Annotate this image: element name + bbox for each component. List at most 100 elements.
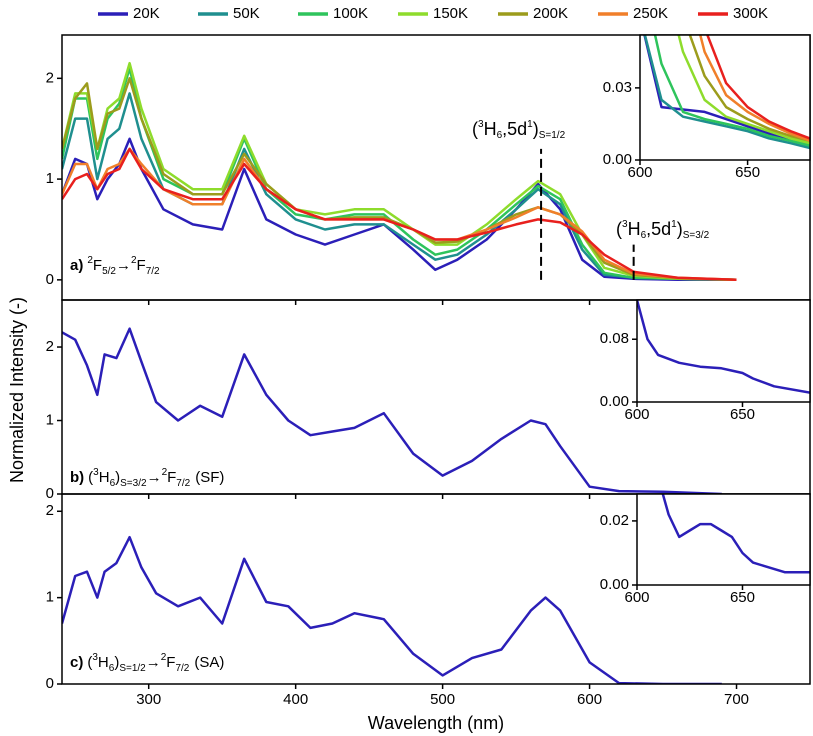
y-tick-label: 2: [46, 69, 54, 86]
text: F: [137, 257, 146, 274]
text: F: [93, 257, 102, 274]
y-tick-label: 0: [46, 271, 54, 288]
text: (: [88, 469, 93, 486]
sub: 6: [109, 663, 115, 674]
x-tick-label: 300: [136, 691, 161, 708]
panel-label: a) 2F5/2→2F7/2: [70, 255, 160, 277]
sub: 6: [110, 478, 116, 489]
sup: 3: [478, 119, 484, 130]
data-line: [706, 35, 810, 140]
sub: S=3/2: [683, 230, 710, 241]
y-tick-label: 0.00: [600, 393, 629, 410]
sub: 7/2: [176, 478, 190, 489]
sup: 3: [92, 652, 98, 663]
sup: 2: [131, 255, 137, 266]
x-tick-label: 650: [730, 589, 755, 606]
text: H: [98, 654, 109, 671]
plot-frame: [636, 493, 811, 586]
y-axis-label: Normalized Intensity (-): [7, 297, 27, 483]
text: →: [116, 257, 131, 274]
data-line: [62, 327, 722, 494]
y-tick-label: 0.03: [603, 79, 632, 96]
data-line: [62, 61, 737, 282]
y-tick-label: 0.00: [603, 151, 632, 168]
sup: 2: [87, 255, 93, 266]
y-tick-label: 0.02: [600, 512, 629, 529]
y-tick-label: 0: [46, 485, 54, 502]
y-tick-label: 2: [46, 338, 54, 355]
sup: 3: [622, 219, 628, 230]
data-line: [643, 35, 810, 150]
sup: 2: [162, 467, 168, 478]
x-tick-label: 600: [627, 164, 652, 181]
legend-label: 250K: [633, 5, 668, 22]
panel-label: b) (3H6)S=3/2→2F7/2 (SF): [70, 467, 224, 489]
y-tick-label: 0: [46, 675, 54, 692]
panel-letter: c): [70, 654, 83, 671]
data-line: [688, 35, 810, 143]
annotation: (3H6,5d1)S=1/2: [472, 119, 566, 141]
panel-letter: a): [70, 257, 83, 274]
sub: 6: [497, 130, 503, 141]
data-line: [698, 35, 810, 142]
sup: 1: [527, 119, 533, 130]
data-line: [637, 300, 810, 394]
x-tick-label: 650: [735, 164, 760, 181]
text: H: [628, 219, 641, 239]
text: ): [115, 469, 120, 486]
text: ): [114, 654, 119, 671]
text: ): [533, 119, 539, 139]
legend-label: 200K: [533, 5, 568, 22]
x-tick-label: 600: [577, 691, 602, 708]
plot-frame: [636, 299, 811, 403]
sub: 7/2: [146, 266, 160, 277]
y-tick-label: 0.00: [600, 576, 629, 593]
legend-label: 20K: [133, 5, 160, 22]
text: (: [616, 219, 622, 239]
y-tick-label: 1: [46, 411, 54, 428]
text: →: [146, 654, 161, 671]
sup: 3: [93, 467, 99, 478]
text: (: [472, 119, 478, 139]
y-tick-label: 1: [46, 170, 54, 187]
legend-label: 300K: [733, 5, 768, 22]
text: H: [99, 469, 110, 486]
text: →: [147, 469, 162, 486]
text: (: [87, 654, 92, 671]
text: ,5d: [502, 119, 527, 139]
text: F: [166, 654, 175, 671]
plot-frame: [61, 493, 811, 685]
panel-letter: b): [70, 469, 84, 486]
text: (SF): [195, 469, 224, 486]
data-line: [62, 147, 737, 282]
x-tick-label: 600: [624, 589, 649, 606]
inset-background: [637, 300, 810, 402]
x-tick-label: 500: [430, 691, 455, 708]
data-line: [653, 35, 810, 147]
annotation: (3H6,5d1)S=3/2: [616, 219, 710, 241]
text: ,5d: [646, 219, 671, 239]
plot-frame: [639, 34, 811, 161]
x-tick-label: 650: [730, 406, 755, 423]
legend-label: 150K: [433, 5, 468, 22]
sub: 6: [641, 230, 647, 241]
sub: S=1/2: [539, 130, 566, 141]
sub: 5/2: [102, 266, 116, 277]
sup: 1: [671, 219, 677, 230]
panel-label: c) (3H6)S=1/2→2F7/2 (SA): [70, 652, 224, 674]
sub: S=3/2: [120, 478, 147, 489]
sup: 2: [161, 652, 167, 663]
text: ): [677, 219, 683, 239]
x-tick-label: 600: [624, 406, 649, 423]
text: (SA): [194, 654, 224, 671]
x-tick-label: 400: [283, 691, 308, 708]
x-axis-label: Wavelength (nm): [368, 713, 504, 733]
y-tick-label: 1: [46, 589, 54, 606]
data-line: [62, 92, 737, 282]
text: F: [167, 469, 176, 486]
legend-label: 100K: [333, 5, 368, 22]
legend-label: 50K: [233, 5, 260, 22]
x-tick-label: 700: [724, 691, 749, 708]
y-tick-label: 0.08: [600, 330, 629, 347]
